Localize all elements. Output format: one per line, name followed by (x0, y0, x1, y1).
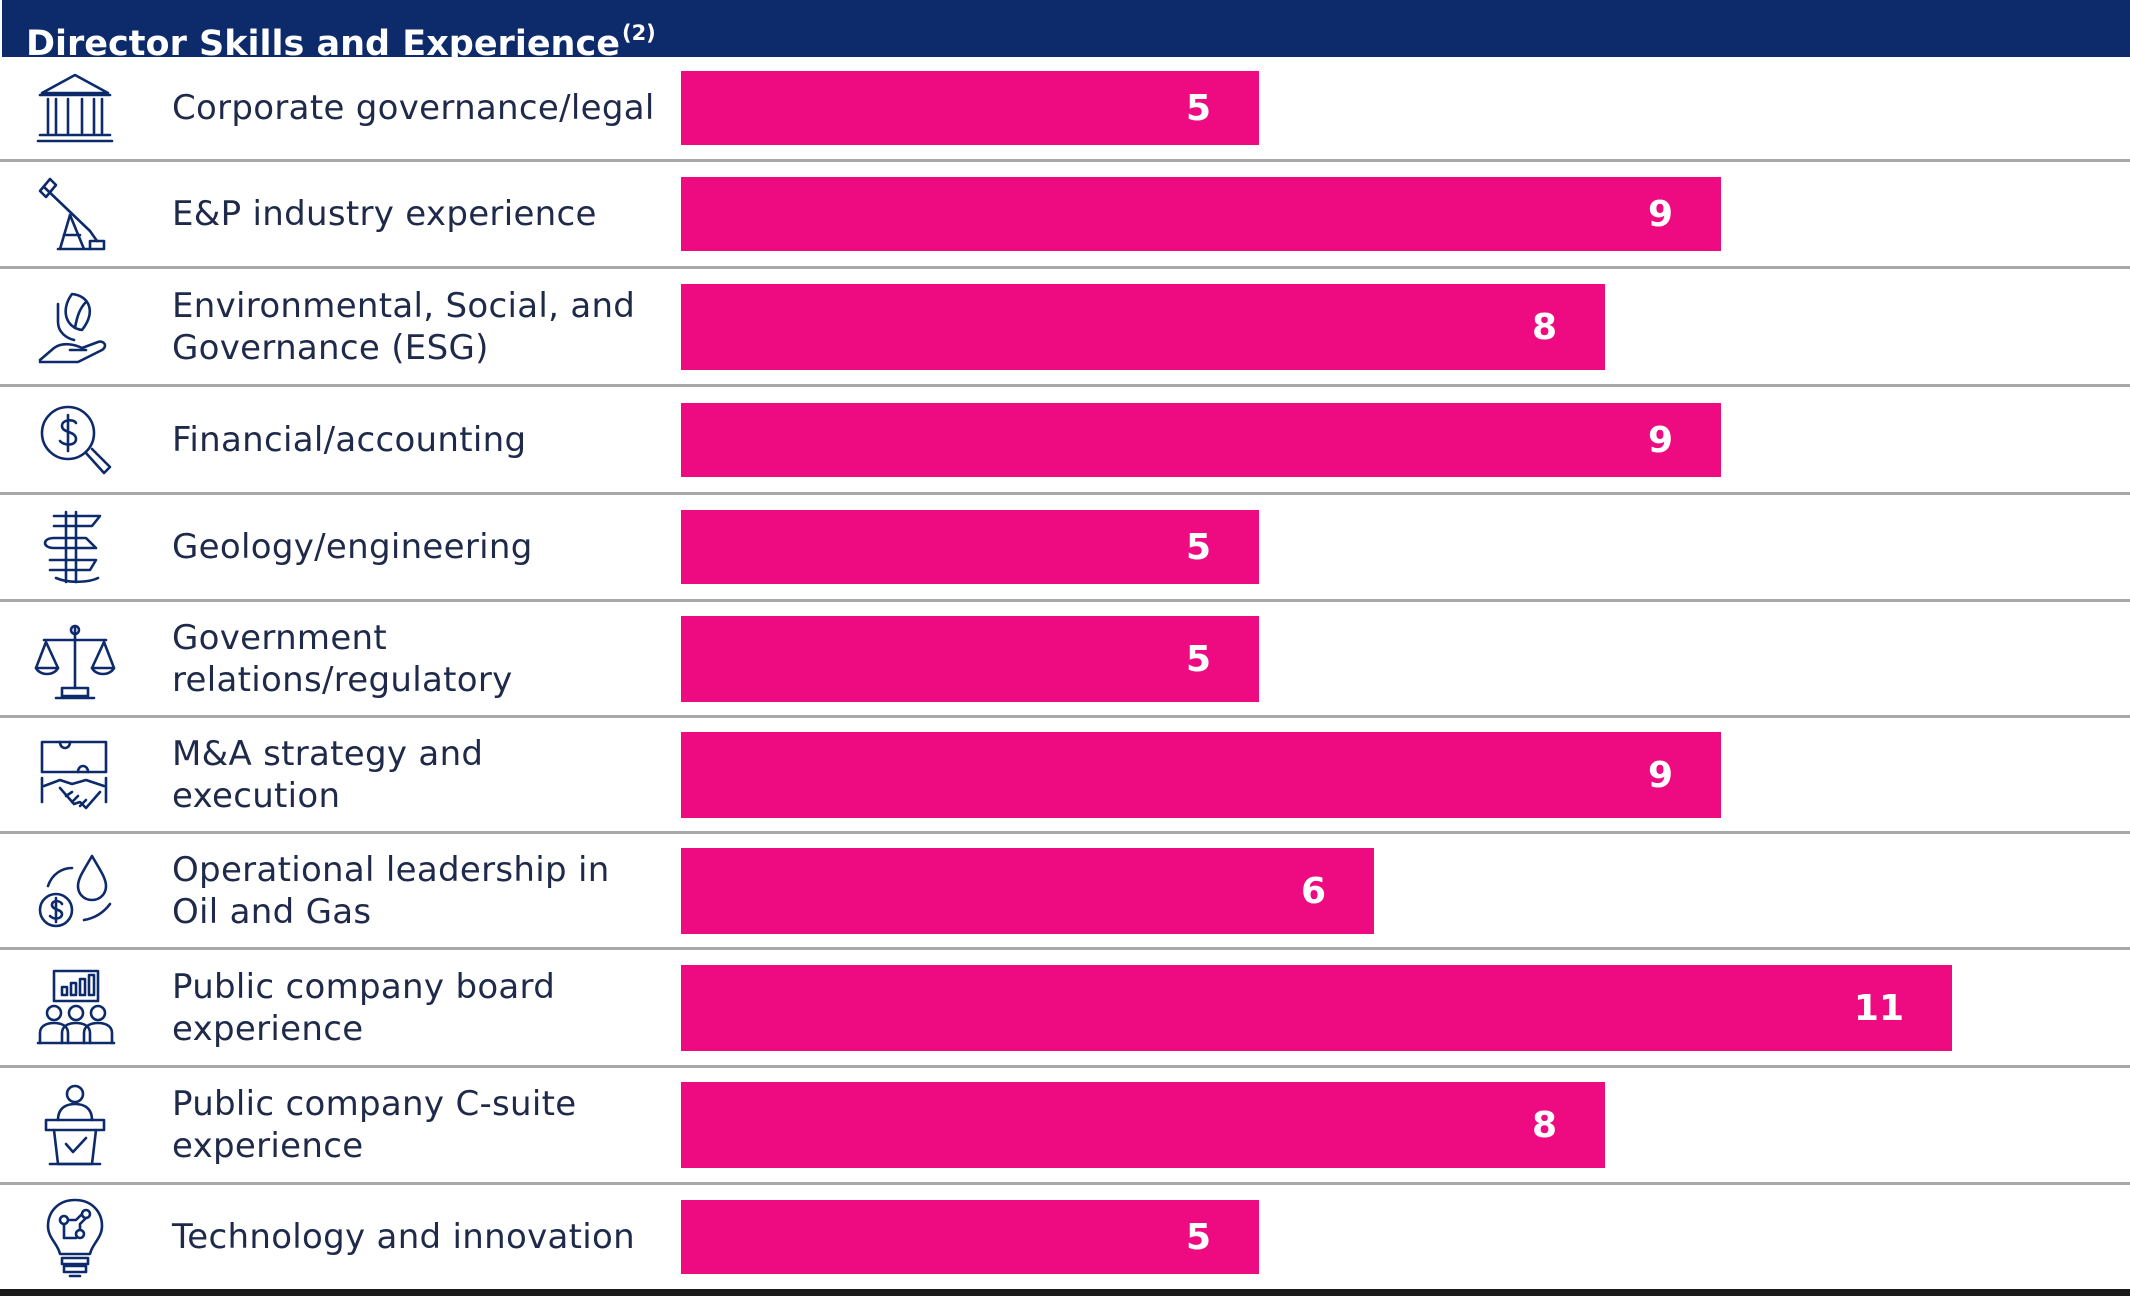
category-label: E&P industry experience (172, 194, 597, 234)
chart-row: Public company C-suite experience 8 (0, 1068, 2130, 1182)
board-meeting-icon (30, 963, 120, 1053)
category-label: M&A strategy and execution (172, 733, 484, 816)
row-divider (0, 1065, 2130, 1068)
row-divider (0, 266, 2130, 269)
bar-value-label: 5 (1185, 638, 1211, 680)
row-divider (0, 715, 2130, 718)
bar-value-label: 11 (1853, 987, 1904, 1029)
bar (681, 731, 1721, 818)
bar-value-label: 9 (1647, 754, 1673, 796)
chart-row: Technology and innovation 5 (0, 1185, 2130, 1289)
chart-title: Director Skills and Experience(2) (26, 9, 656, 68)
category-label: Public company board experience (172, 966, 556, 1049)
leaf-hand-icon (30, 282, 120, 372)
bar-value-label: 9 (1647, 419, 1673, 461)
coin-drop-icon (30, 846, 120, 936)
row-divider (0, 384, 2130, 387)
rock-layers-icon (30, 502, 120, 592)
bar (681, 1082, 1605, 1168)
bar (681, 510, 1259, 584)
chart-row: Environmental, Social, and Governance (E… (0, 269, 2130, 384)
bar-value-label: 5 (1185, 1217, 1211, 1258)
chart-row: Financial/accounting 9 (0, 387, 2130, 492)
chart-title-text: Director Skills and Experience (26, 24, 620, 64)
courthouse-icon (30, 63, 120, 153)
row-divider (0, 1182, 2130, 1185)
category-label: Geology/engineering (172, 527, 533, 567)
chart-row: Operational leadership in Oil and Gas 6 (0, 834, 2130, 947)
bar (681, 402, 1721, 477)
handshake-icon (30, 730, 120, 820)
dollar-magnifier-icon (30, 395, 120, 485)
bar (681, 1200, 1259, 1274)
category-label: Government relations/regulatory (172, 617, 513, 700)
bar-value-label: 6 (1300, 870, 1326, 912)
category-label: Corporate governance/legal (172, 87, 655, 128)
chart-header: Director Skills and Experience(2) (2, 0, 2130, 64)
lightbulb-circuit-icon (30, 1192, 120, 1282)
category-label: Technology and innovation (172, 1217, 635, 1257)
oil-pump-icon (30, 169, 120, 259)
row-divider (0, 492, 2130, 495)
chart-row: Government relations/regulatory 5 (0, 602, 2130, 715)
bar (681, 177, 1721, 251)
chart-row: Public company board experience 11 (0, 950, 2130, 1065)
row-divider (0, 831, 2130, 834)
bar-value-label: 8 (1531, 1105, 1557, 1146)
bar-value-label: 5 (1185, 87, 1211, 129)
category-label: Environmental, Social, and Governance (E… (172, 285, 636, 368)
row-divider (0, 599, 2130, 602)
bar (681, 283, 1605, 370)
row-divider (0, 947, 2130, 950)
bar (681, 70, 1259, 145)
title-footnote: (2) (621, 21, 656, 45)
chart-row: Geology/engineering 5 (0, 495, 2130, 599)
category-label: Operational leadership in Oil and Gas (172, 849, 610, 932)
chart-row: M&A strategy and execution 9 (0, 718, 2130, 831)
bar-value-label: 9 (1647, 194, 1673, 235)
bar (681, 847, 1374, 934)
bar-value-label: 8 (1531, 306, 1557, 348)
bottom-rule (0, 1289, 2130, 1296)
chart-row: E&P industry experience 9 (0, 162, 2130, 266)
category-label: Financial/accounting (172, 419, 527, 460)
scales-icon (30, 614, 120, 704)
row-divider (0, 159, 2130, 162)
bar (681, 964, 1952, 1051)
bar-value-label: 5 (1185, 527, 1211, 568)
bar (681, 615, 1259, 702)
chart-row: Corporate governance/legal 5 (0, 56, 2130, 159)
podium-speaker-icon (30, 1080, 120, 1170)
category-label: Public company C-suite experience (172, 1084, 577, 1166)
